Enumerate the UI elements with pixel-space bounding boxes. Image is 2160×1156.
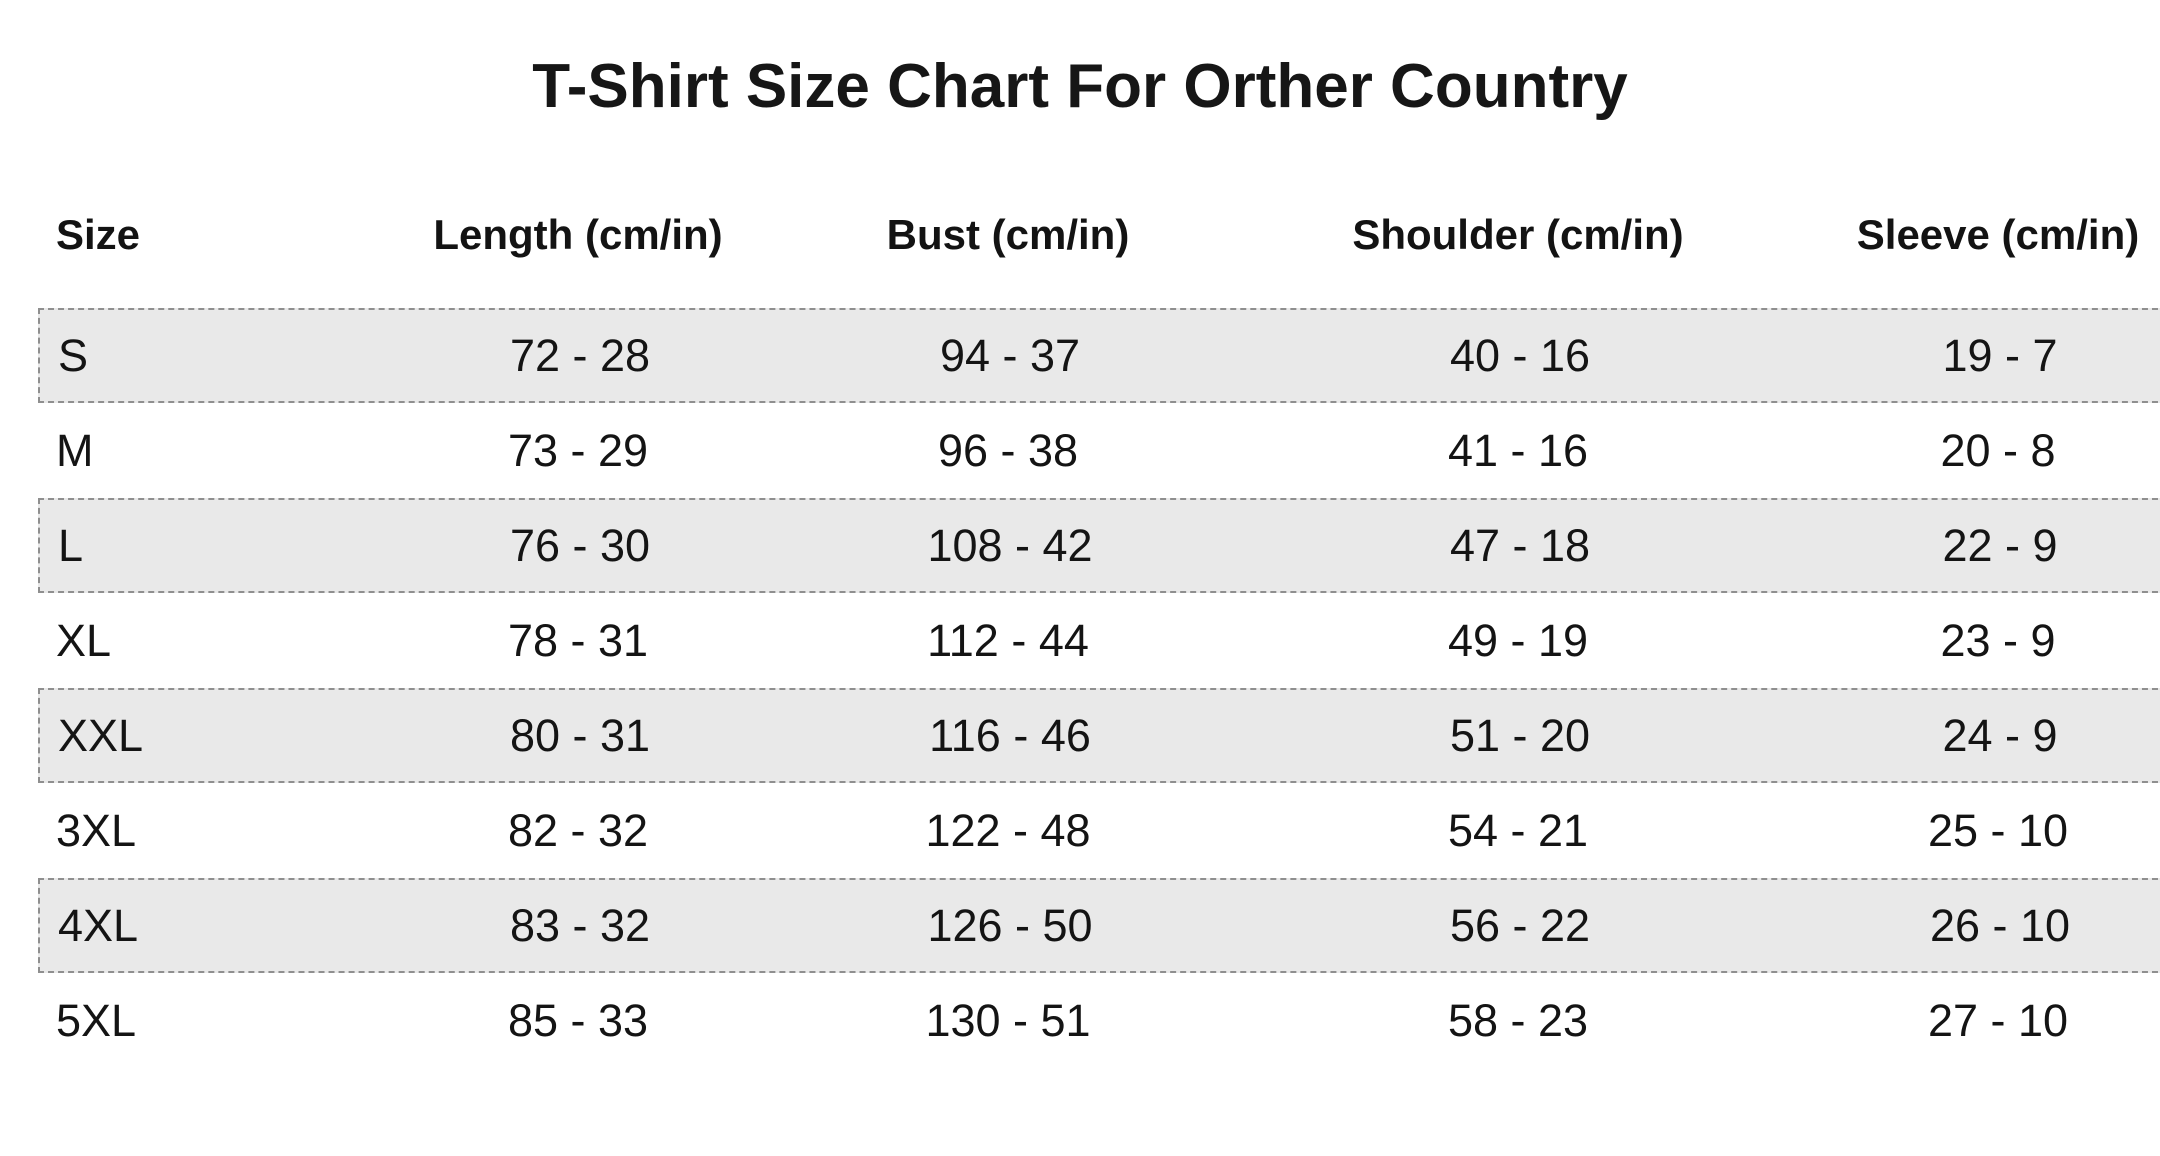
cell-shoulder: 47 - 18 [1449, 519, 1591, 571]
table-body: S 72 - 28 94 - 37 40 - 16 19 - 7 M 73 - … [38, 308, 2160, 1068]
column-header-shoulder: Shoulder (cm/in) [1352, 211, 1684, 258]
cell-shoulder: 51 - 20 [1449, 709, 1591, 761]
page-title: T-Shirt Size Chart For Orther Country [532, 52, 1628, 121]
cell-shoulder: 56 - 22 [1449, 899, 1591, 951]
cell-bust: 130 - 51 [925, 994, 1091, 1046]
cell-shoulder: 41 - 16 [1447, 424, 1589, 476]
table-row-l: L 76 - 30 108 - 42 47 - 18 22 - 9 [38, 498, 2160, 593]
cell-sleeve: 22 - 9 [1942, 519, 2058, 571]
cell-shoulder: 58 - 23 [1447, 994, 1589, 1046]
cell-sleeve: 19 - 7 [1942, 329, 2058, 381]
cell-size: 4XL [58, 899, 139, 951]
cell-size: S [58, 329, 89, 381]
cell-length: 82 - 32 [507, 804, 649, 856]
column-header-sleeve: Sleeve (cm/in) [1856, 211, 2140, 258]
cell-bust: 96 - 38 [937, 424, 1079, 476]
cell-sleeve: 24 - 9 [1942, 709, 2058, 761]
table-row-xl: XL 78 - 31 112 - 44 49 - 19 23 - 9 [38, 593, 2160, 688]
cell-shoulder: 54 - 21 [1447, 804, 1589, 856]
cell-sleeve: 27 - 10 [1927, 994, 2069, 1046]
table-row-4xl: 4XL 83 - 32 126 - 50 56 - 22 26 - 10 [38, 878, 2160, 973]
cell-length: 78 - 31 [507, 614, 649, 666]
cell-bust: 122 - 48 [925, 804, 1091, 856]
table-header-row: Size Length (cm/in) Bust (cm/in) Shoulde… [38, 204, 2160, 266]
cell-length: 76 - 30 [509, 519, 651, 571]
cell-length: 85 - 33 [507, 994, 649, 1046]
cell-size: M [56, 424, 94, 476]
size-chart-table: Size Length (cm/in) Bust (cm/in) Shoulde… [38, 204, 2160, 1068]
table-row-m: M 73 - 29 96 - 38 41 - 16 20 - 8 [38, 403, 2160, 498]
cell-sleeve: 26 - 10 [1929, 899, 2071, 951]
table-row-5xl: 5XL 85 - 33 130 - 51 58 - 23 27 - 10 [38, 973, 2160, 1068]
cell-sleeve: 20 - 8 [1940, 424, 2056, 476]
cell-length: 73 - 29 [507, 424, 649, 476]
column-header-length: Length (cm/in) [433, 211, 723, 258]
cell-size: XL [56, 614, 112, 666]
table-row-3xl: 3XL 82 - 32 122 - 48 54 - 21 25 - 10 [38, 783, 2160, 878]
cell-sleeve: 25 - 10 [1927, 804, 2069, 856]
cell-sleeve: 23 - 9 [1940, 614, 2056, 666]
cell-bust: 116 - 46 [929, 709, 1091, 761]
cell-shoulder: 40 - 16 [1449, 329, 1591, 381]
column-header-bust: Bust (cm/in) [886, 211, 1130, 258]
cell-length: 80 - 31 [509, 709, 651, 761]
cell-bust: 126 - 50 [927, 899, 1093, 951]
cell-size: L [58, 519, 84, 571]
table-row-xxl: XXL 80 - 31 116 - 46 51 - 20 24 - 9 [38, 688, 2160, 783]
column-header-size: Size [56, 211, 141, 258]
cell-length: 83 - 32 [509, 899, 651, 951]
table-row-s: S 72 - 28 94 - 37 40 - 16 19 - 7 [38, 308, 2160, 403]
cell-size: XXL [58, 709, 144, 761]
cell-shoulder: 49 - 19 [1447, 614, 1589, 666]
cell-bust: 112 - 44 [927, 614, 1089, 666]
cell-bust: 94 - 37 [939, 329, 1081, 381]
cell-bust: 108 - 42 [927, 519, 1093, 571]
cell-size: 3XL [56, 804, 137, 856]
cell-size: 5XL [56, 994, 137, 1046]
cell-length: 72 - 28 [509, 329, 651, 381]
